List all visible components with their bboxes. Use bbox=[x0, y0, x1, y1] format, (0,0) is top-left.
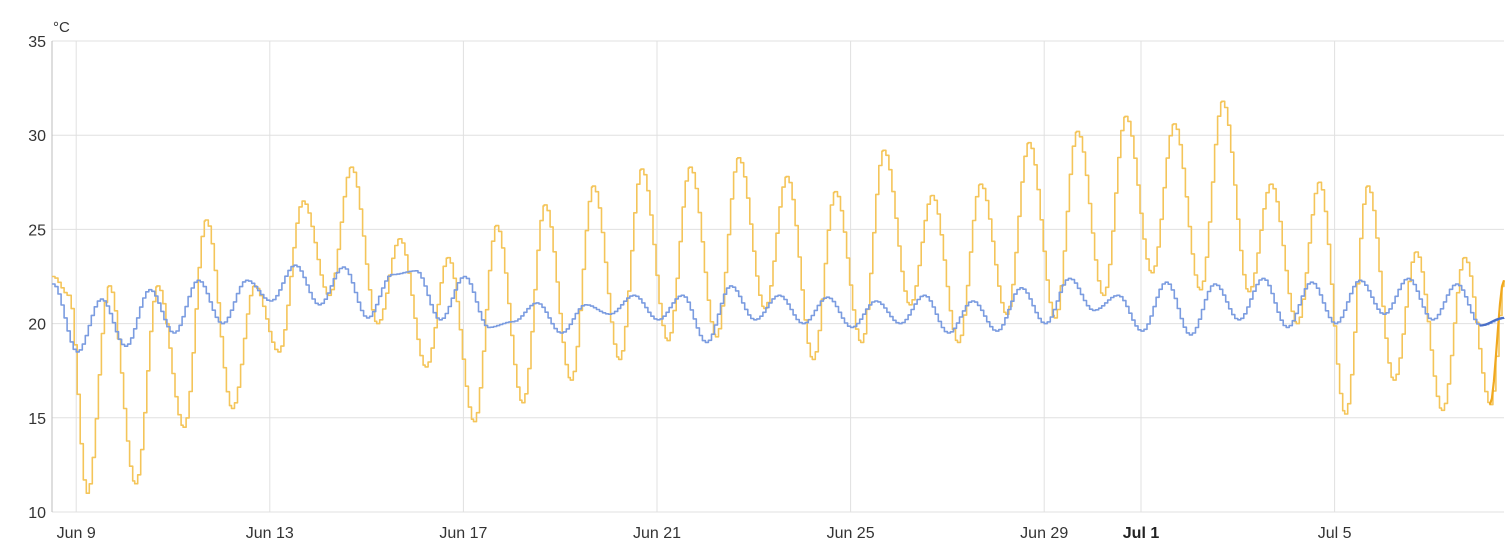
series-recent-segment-2 bbox=[1479, 316, 1505, 327]
x-tick-label: Jul 1 bbox=[1123, 525, 1160, 542]
grid bbox=[51, 40, 1504, 513]
y-tick-label: 20 bbox=[28, 317, 46, 334]
y-tick-label: 10 bbox=[28, 505, 46, 522]
series-lines bbox=[52, 100, 1506, 494]
x-tick-label: Jun 29 bbox=[1020, 525, 1068, 542]
y-axis-unit: °C bbox=[53, 19, 70, 36]
y-tick-label: 30 bbox=[28, 128, 46, 145]
series-recent-segment-1 bbox=[1488, 279, 1506, 405]
y-tick-label: 35 bbox=[28, 34, 46, 51]
x-tick-label: Jun 17 bbox=[439, 525, 487, 542]
series-line-1 bbox=[52, 100, 1505, 494]
y-tick-label: 15 bbox=[28, 411, 46, 428]
x-tick-label: Jun 21 bbox=[633, 525, 681, 542]
series-line-2 bbox=[52, 264, 1505, 353]
x-tick-label: Jul 5 bbox=[1318, 525, 1352, 542]
axis-labels: 10 15 20 25 30 35 Jun 9 Jun 13 Jun 17 Jun 21 Jun 2… bbox=[28, 34, 1351, 542]
y-tick-label: 25 bbox=[28, 222, 46, 239]
x-tick-label: Jun 13 bbox=[246, 525, 294, 542]
x-tick-label: Jun 9 bbox=[57, 525, 96, 542]
x-tick-label: Jun 25 bbox=[827, 525, 875, 542]
